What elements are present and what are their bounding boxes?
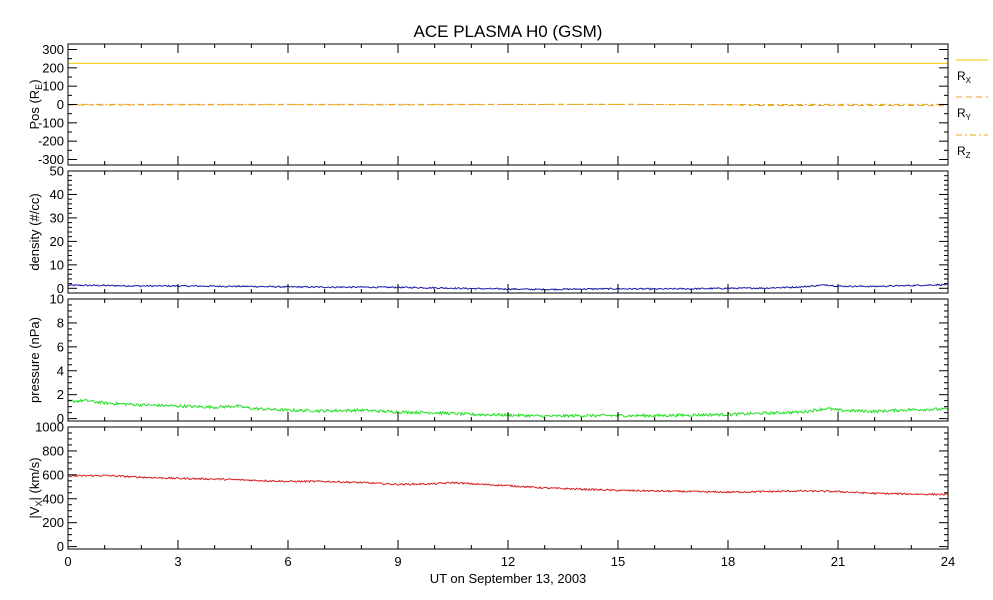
y-tick-label-density: 30	[50, 210, 64, 225]
y-tick-label-vx: 400	[42, 491, 64, 506]
y-tick-label-density: 50	[50, 164, 64, 179]
x-tick-label: 18	[721, 554, 735, 569]
y-tick-label-pressure: 0	[57, 411, 64, 426]
x-tick-label: 24	[941, 554, 955, 569]
y-axis-label-vx: |VX| (km/s)	[27, 457, 44, 518]
panel-frame-vx	[67, 426, 949, 550]
x-tick-label: 6	[284, 554, 291, 569]
y-tick-label-pos: 0	[57, 97, 64, 112]
y-tick-label-vx: 0	[57, 539, 64, 554]
legend: RX RY RZ	[956, 59, 988, 160]
series-line-vx-0	[68, 474, 948, 496]
y-tick-label-density: 20	[50, 234, 64, 249]
x-tick-label: 12	[501, 554, 515, 569]
y-tick-label-pos: 300	[42, 42, 64, 57]
y-tick-label-pressure: 10	[50, 292, 64, 307]
x-axis: 0 3 6 9 12 15 18 21 24	[64, 554, 955, 569]
panel-frame-density	[67, 170, 949, 294]
y-axis-label-pressure: pressure (nPa)	[27, 317, 42, 403]
y-tick-label-pos: 200	[42, 60, 64, 75]
y-tick-label-pressure: 8	[57, 315, 64, 330]
panel-density: 0 10 20 30 40 50 density (#/cc)	[27, 164, 949, 296]
legend-label-1: RY	[957, 106, 972, 122]
y-axis-label-density: density (#/cc)	[27, 193, 42, 270]
y-tick-label-density: 0	[57, 281, 64, 296]
y-axis-label-pos: Pos (RE)	[27, 79, 44, 129]
x-tick-label: 21	[831, 554, 845, 569]
panel-frame-pressure	[67, 298, 949, 422]
x-tick-label: 0	[64, 554, 71, 569]
y-tick-label-pressure: 2	[57, 387, 64, 402]
y-tick-label-pos: -200	[38, 134, 64, 149]
y-tick-label-vx: 800	[42, 443, 64, 458]
y-tick-label-pos: -300	[38, 152, 64, 167]
panel-pressure: 0 2 4 6 8 10 pressure (nPa)	[27, 292, 949, 426]
y-tick-label-vx: 600	[42, 467, 64, 482]
y-tick-label-density: 40	[50, 187, 64, 202]
y-tick-label-density: 10	[50, 257, 64, 272]
x-tick-label: 15	[611, 554, 625, 569]
y-tick-label-pressure: 6	[57, 339, 64, 354]
panel-vx: 0 200 400 600 800 1000 |VX| (km/s)	[27, 420, 949, 554]
legend-label-2: RZ	[957, 144, 971, 160]
x-axis-label: UT on September 13, 2003	[430, 571, 587, 586]
y-tick-label-pos: -100	[38, 115, 64, 130]
panel-pos: -300 -200 -100 0 100 200 300 Pos (RE)	[27, 42, 949, 167]
y-tick-label-vx: 200	[42, 515, 64, 530]
chart-title: ACE PLASMA H0 (GSM)	[414, 22, 603, 41]
x-tick-label: 9	[394, 554, 401, 569]
legend-label-0: RX	[957, 69, 972, 85]
y-tick-label-pos: 100	[42, 79, 64, 94]
y-tick-label-vx: 1000	[35, 420, 64, 435]
x-tick-label: 3	[174, 554, 181, 569]
y-tick-label-pressure: 4	[57, 363, 64, 378]
